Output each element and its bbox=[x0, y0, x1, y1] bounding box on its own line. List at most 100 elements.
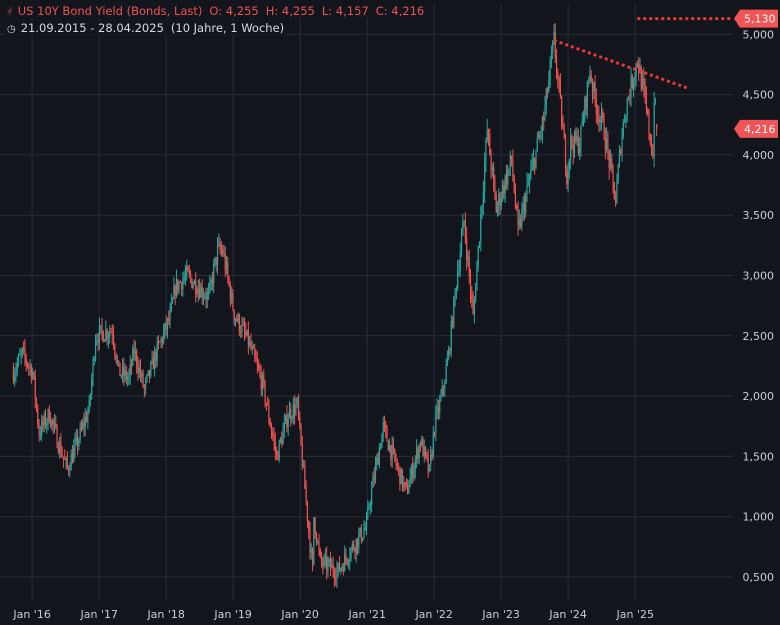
candle-body bbox=[534, 158, 536, 168]
candle-body bbox=[415, 448, 418, 460]
candle-body bbox=[532, 158, 535, 163]
candle-body bbox=[206, 292, 208, 300]
candle-body bbox=[129, 363, 131, 375]
candle-body bbox=[647, 109, 649, 114]
candle-body bbox=[219, 243, 221, 251]
candle-body bbox=[114, 344, 116, 354]
candle-body bbox=[245, 331, 247, 336]
candle-body bbox=[240, 331, 242, 333]
candle-body bbox=[430, 454, 432, 465]
candle-body bbox=[469, 275, 472, 294]
candle-body bbox=[517, 208, 519, 225]
candle-body bbox=[210, 280, 212, 282]
candle-body bbox=[100, 325, 102, 327]
candle-body bbox=[163, 331, 165, 343]
candle-body bbox=[457, 271, 459, 288]
candle-body bbox=[373, 476, 375, 480]
x-tick-label: Jan '20 bbox=[280, 608, 318, 621]
candle-body bbox=[360, 527, 362, 541]
candle-body bbox=[57, 447, 59, 452]
bond-chart-icon: ⫩ bbox=[7, 7, 13, 18]
candle-body bbox=[380, 447, 382, 449]
candle-body bbox=[333, 572, 336, 578]
candle-body bbox=[43, 414, 45, 426]
candle-body bbox=[496, 205, 499, 213]
candle-body bbox=[590, 74, 592, 82]
candle-body bbox=[511, 155, 513, 161]
candle-body bbox=[460, 235, 463, 253]
open-label: O: bbox=[209, 4, 223, 18]
y-tick-label: 0,500 bbox=[743, 571, 775, 584]
candle-body bbox=[320, 555, 323, 563]
candle-body bbox=[545, 88, 547, 106]
range-header: ◷ 21.09.2015 - 28.04.2025 (10 Jahre, 1 Woc… bbox=[4, 21, 288, 35]
candle-body bbox=[215, 257, 217, 265]
candle-body bbox=[84, 416, 86, 427]
candle-body bbox=[432, 432, 434, 457]
candle-body bbox=[50, 422, 52, 427]
candle-body bbox=[630, 76, 632, 99]
candle-body bbox=[60, 441, 62, 456]
candle-body bbox=[231, 293, 233, 301]
candle-body bbox=[209, 281, 211, 292]
candle-body bbox=[562, 126, 564, 129]
candle-body bbox=[543, 117, 545, 120]
candle-body bbox=[94, 341, 97, 360]
candle-body bbox=[229, 284, 231, 301]
candle-body bbox=[347, 561, 350, 563]
candle-body bbox=[345, 554, 347, 559]
open-value: 4,255 bbox=[225, 4, 259, 18]
chart-grid bbox=[0, 4, 733, 600]
candle-body bbox=[622, 122, 624, 137]
candle-body bbox=[83, 422, 85, 427]
candle-body bbox=[19, 355, 21, 356]
candle-body bbox=[120, 375, 122, 377]
candle-body bbox=[446, 358, 449, 367]
candle-body bbox=[192, 284, 194, 288]
candle-body bbox=[328, 559, 330, 563]
candle-body bbox=[618, 150, 621, 166]
candle-body bbox=[445, 366, 447, 384]
candle-body bbox=[498, 194, 500, 206]
candle-body bbox=[381, 433, 383, 448]
candle-body bbox=[287, 418, 289, 428]
candle-body bbox=[168, 318, 170, 321]
candle-body bbox=[15, 370, 17, 375]
candle-body bbox=[476, 266, 478, 291]
candle-body bbox=[258, 364, 260, 370]
candle-body bbox=[59, 441, 61, 452]
candle-body bbox=[315, 533, 318, 543]
candle-body bbox=[371, 487, 373, 505]
candle-body bbox=[598, 114, 600, 123]
close-label: C: bbox=[375, 4, 388, 18]
candle-body bbox=[102, 331, 104, 342]
candle-body bbox=[17, 355, 20, 364]
x-tick-label: Jan '23 bbox=[481, 608, 519, 621]
candle-body bbox=[223, 253, 225, 255]
candle-body bbox=[150, 362, 152, 376]
candle-body bbox=[160, 338, 162, 343]
candle-body bbox=[263, 375, 265, 383]
candle-body bbox=[161, 338, 163, 343]
candle-body bbox=[409, 477, 411, 488]
candle-body bbox=[579, 148, 581, 154]
trendline bbox=[553, 38, 690, 90]
candle-body bbox=[652, 154, 654, 157]
candle-body bbox=[138, 367, 140, 373]
candle-body bbox=[166, 318, 169, 330]
high-value: 4,255 bbox=[281, 4, 315, 18]
candle-body bbox=[385, 424, 387, 429]
candle-body bbox=[604, 139, 606, 150]
candle-body bbox=[507, 170, 509, 185]
candle-body bbox=[107, 335, 110, 339]
candle-body bbox=[87, 411, 89, 422]
candle-body bbox=[34, 376, 36, 400]
candle-body bbox=[278, 440, 280, 461]
candle-body bbox=[344, 554, 346, 572]
candle-body bbox=[399, 467, 401, 485]
candle-body bbox=[264, 382, 266, 403]
candle-body bbox=[173, 286, 175, 299]
candle-body bbox=[419, 444, 422, 446]
candle-body bbox=[441, 386, 443, 396]
